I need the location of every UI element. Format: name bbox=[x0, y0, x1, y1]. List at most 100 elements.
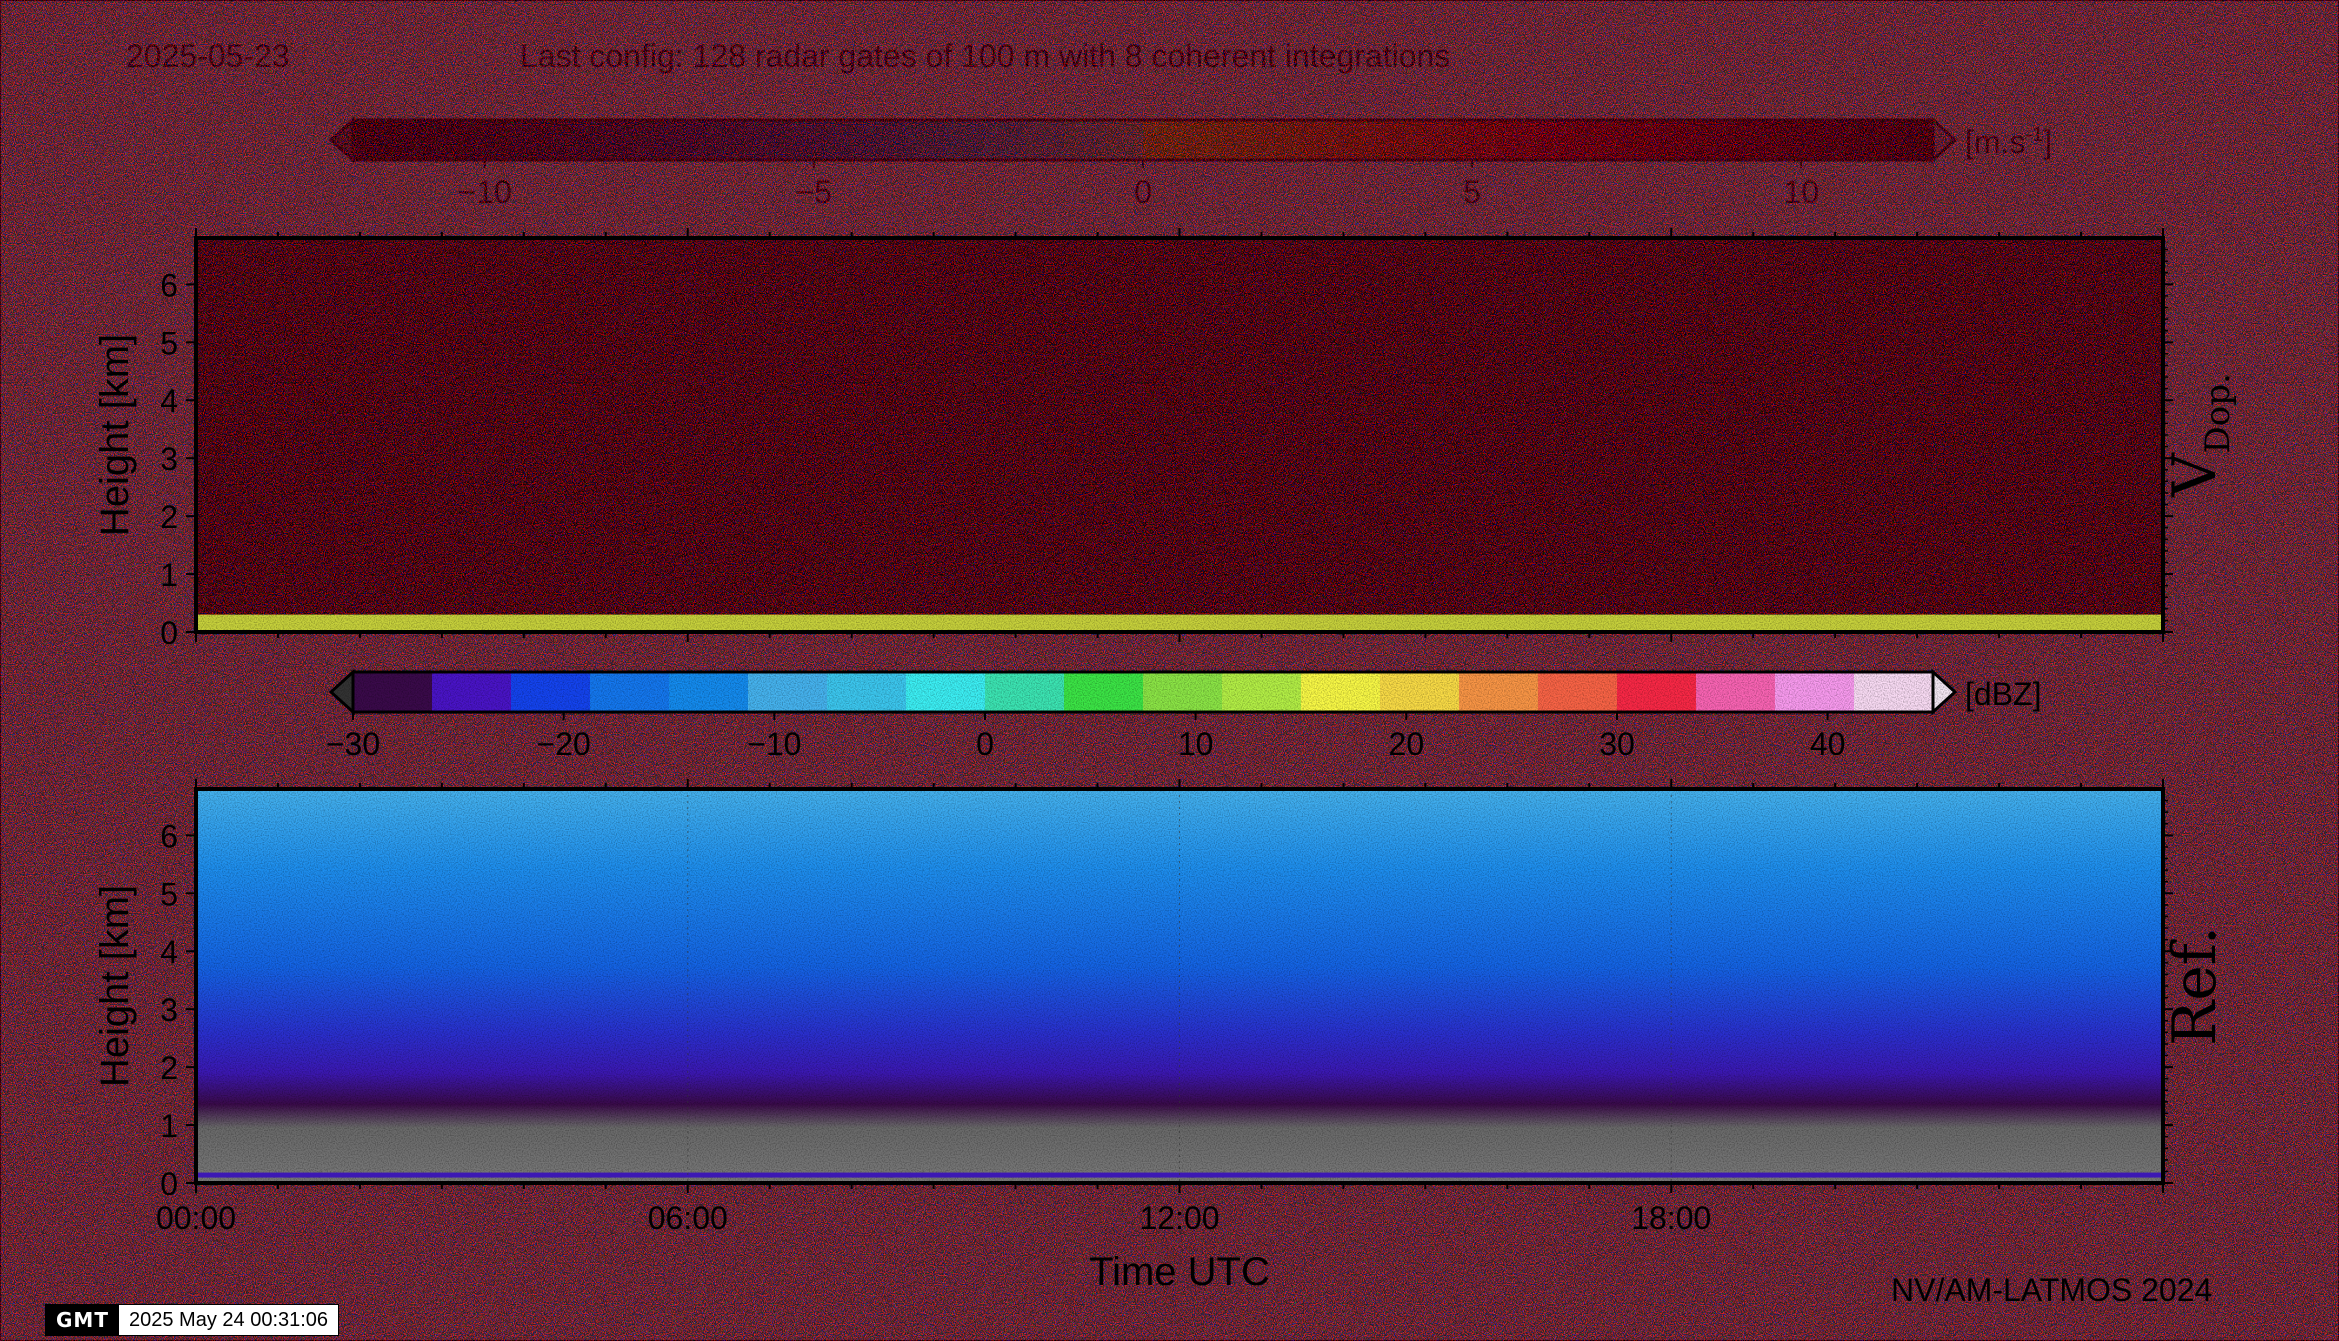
y-tick-label: 4 bbox=[160, 383, 178, 419]
colorbar-cell bbox=[1617, 672, 1697, 712]
colorbar-tick-label: 5 bbox=[1463, 174, 1481, 210]
y-tick-label: 4 bbox=[160, 934, 178, 970]
colorbar-cell bbox=[1301, 672, 1381, 712]
gmt-logo: GMT bbox=[46, 1305, 119, 1335]
colorbar-cell bbox=[1775, 120, 1816, 160]
colorbar-unit: [m.s-1] bbox=[1965, 124, 2052, 160]
colorbar-cell bbox=[827, 120, 868, 160]
colorbar-cell bbox=[1380, 672, 1460, 712]
colorbar-cell bbox=[1538, 672, 1618, 712]
colorbar-tick-label: 30 bbox=[1599, 726, 1635, 762]
y-tick-label: 2 bbox=[160, 499, 178, 535]
colorbar-cell bbox=[945, 120, 986, 160]
colorbar-tick-label: −10 bbox=[747, 726, 801, 762]
colorbar-cell bbox=[1696, 672, 1776, 712]
colorbar-cell bbox=[787, 120, 828, 160]
colorbar-cell bbox=[353, 120, 394, 160]
colorbar-tick-label: 0 bbox=[976, 726, 994, 762]
colorbar-cell bbox=[1419, 120, 1460, 160]
colorbar-cell bbox=[669, 672, 749, 712]
colorbar-cell bbox=[1103, 120, 1144, 160]
reflectivity-noise bbox=[196, 789, 2163, 1183]
colorbar-cell bbox=[432, 120, 473, 160]
colorbar-tick-label: −30 bbox=[326, 726, 380, 762]
x-tick-label: 18:00 bbox=[1631, 1200, 1711, 1236]
colorbar-cell bbox=[1696, 120, 1737, 160]
colorbar-cell bbox=[1064, 672, 1144, 712]
colorbar-cell bbox=[1498, 120, 1539, 160]
date-label: 2025-05-23 bbox=[126, 38, 290, 74]
colorbar-tick-label: 10 bbox=[1784, 174, 1820, 210]
colorbar-cell bbox=[629, 120, 670, 160]
colorbar-cell bbox=[1024, 120, 1065, 160]
timestamp-label: 2025 May 24 00:31:06 bbox=[129, 1308, 329, 1331]
colorbar-cell bbox=[550, 120, 591, 160]
gmt-stamp: GMT 2025 May 24 00:31:06 bbox=[45, 1304, 340, 1336]
colorbar-cell bbox=[1222, 120, 1263, 160]
colorbar-tick-label: 0 bbox=[1134, 174, 1152, 210]
colorbar-cell bbox=[1064, 120, 1105, 160]
x-tick-label: 06:00 bbox=[648, 1200, 728, 1236]
colorbar-cell bbox=[392, 120, 433, 160]
panel-label: VDop. bbox=[2160, 373, 2238, 498]
x-tick-label: 00:00 bbox=[156, 1200, 236, 1236]
colorbar-cell bbox=[590, 120, 631, 160]
surface-layer bbox=[196, 614, 2163, 632]
y-tick-label: 0 bbox=[160, 1166, 178, 1202]
colorbar-tick-label: 10 bbox=[1178, 726, 1214, 762]
y-tick-label: 2 bbox=[160, 1050, 178, 1086]
colorbar-cell bbox=[748, 120, 789, 160]
credit-label: NV/AM-LATMOS 2024 bbox=[1891, 1272, 2213, 1308]
colorbar-cell bbox=[1340, 120, 1381, 160]
y-tick-label: 3 bbox=[160, 441, 178, 477]
colorbar-cell bbox=[590, 672, 670, 712]
y-tick-label: 3 bbox=[160, 992, 178, 1028]
colorbar-tick-label: 20 bbox=[1389, 726, 1425, 762]
y-tick-label: 5 bbox=[160, 876, 178, 912]
colorbar-cell bbox=[1735, 120, 1776, 160]
colorbar-cell bbox=[1538, 120, 1579, 160]
y-tick-label: 1 bbox=[160, 557, 178, 593]
colorbar-cell bbox=[1459, 120, 1500, 160]
colorbar-extend-low bbox=[328, 668, 355, 716]
colorbar-cell bbox=[906, 120, 947, 160]
colorbar-cell bbox=[471, 120, 512, 160]
colorbar-extend-high bbox=[1931, 116, 1958, 164]
colorbar-cell bbox=[1656, 120, 1697, 160]
colorbar-cell bbox=[866, 120, 907, 160]
y-tick-label: 6 bbox=[160, 267, 178, 303]
panel-label: Ref. bbox=[2160, 926, 2230, 1046]
colorbar-cell bbox=[748, 672, 828, 712]
config-label: Last config: 128 radar gates of 100 m wi… bbox=[520, 38, 1451, 74]
colorbar-cell bbox=[1775, 672, 1855, 712]
colorbar-cell bbox=[669, 120, 710, 160]
colorbar-cell bbox=[1222, 672, 1302, 712]
colorbar-cell bbox=[511, 120, 552, 160]
colorbar-cell bbox=[1617, 120, 1658, 160]
colorbar-tick-label: −20 bbox=[537, 726, 591, 762]
x-tick-label: 12:00 bbox=[1139, 1200, 1219, 1236]
colorbar-cell bbox=[985, 120, 1026, 160]
colorbar-frame bbox=[351, 670, 1935, 714]
y-tick-label: 6 bbox=[160, 818, 178, 854]
velocity-noise bbox=[196, 238, 2163, 632]
colorbar-cell bbox=[1380, 120, 1421, 160]
colorbar-cell bbox=[1854, 672, 1934, 712]
y-axis-label: Height [km] bbox=[93, 334, 137, 536]
colorbar-cell bbox=[1577, 120, 1618, 160]
colorbar-cell bbox=[1459, 672, 1539, 712]
colorbar-tick-label: −10 bbox=[458, 174, 512, 210]
colorbar-cell bbox=[353, 672, 433, 712]
surface-echo bbox=[196, 1172, 2163, 1178]
y-tick-label: 0 bbox=[160, 615, 178, 651]
colorbar-cell bbox=[1301, 120, 1342, 160]
colorbar-cell bbox=[906, 672, 986, 712]
y-tick-label: 1 bbox=[160, 1108, 178, 1144]
colorbar-unit: [dBZ] bbox=[1965, 676, 2041, 712]
colorbar-cell bbox=[1814, 120, 1855, 160]
colorbar-cell bbox=[1854, 120, 1895, 160]
y-axis-label: Height [km] bbox=[93, 885, 137, 1087]
colorbar-cell bbox=[1182, 120, 1223, 160]
colorbar-cell bbox=[1143, 672, 1223, 712]
